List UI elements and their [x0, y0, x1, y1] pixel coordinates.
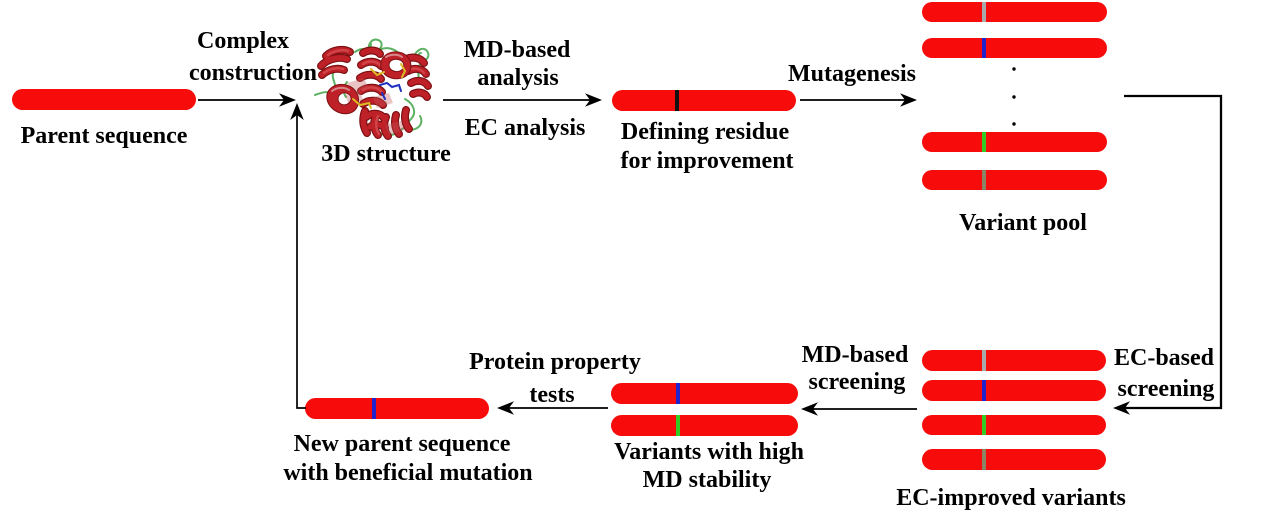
svg-text:3D structure: 3D structure	[321, 141, 451, 167]
svg-text:tests: tests	[529, 382, 574, 408]
svg-text:MD-based: MD-based	[464, 37, 571, 63]
svg-text:Complex: Complex	[197, 28, 289, 54]
svg-text:Mutagenesis: Mutagenesis	[788, 61, 916, 87]
svg-text:MD stability: MD stability	[643, 467, 772, 493]
svg-text:Variants with high: Variants with high	[614, 439, 804, 465]
svg-text:for improvement: for improvement	[620, 148, 793, 174]
svg-text:New parent sequence: New parent sequence	[294, 431, 511, 457]
svg-text:analysis: analysis	[477, 65, 558, 91]
svg-text:screening: screening	[809, 369, 906, 395]
svg-text:screening: screening	[1118, 376, 1215, 402]
svg-text:construction: construction	[189, 60, 317, 86]
svg-text:Protein property: Protein property	[469, 349, 641, 375]
svg-text:with beneficial mutation: with beneficial mutation	[283, 460, 532, 486]
svg-text:Defining residue: Defining residue	[621, 119, 790, 145]
svg-text:EC-improved variants: EC-improved variants	[896, 485, 1126, 511]
svg-text:Variant pool: Variant pool	[959, 210, 1087, 236]
svg-text:EC analysis: EC analysis	[465, 115, 586, 141]
svg-text:MD-based: MD-based	[802, 342, 909, 368]
svg-text:Parent sequence: Parent sequence	[21, 123, 188, 149]
svg-text:EC-based: EC-based	[1114, 345, 1215, 371]
